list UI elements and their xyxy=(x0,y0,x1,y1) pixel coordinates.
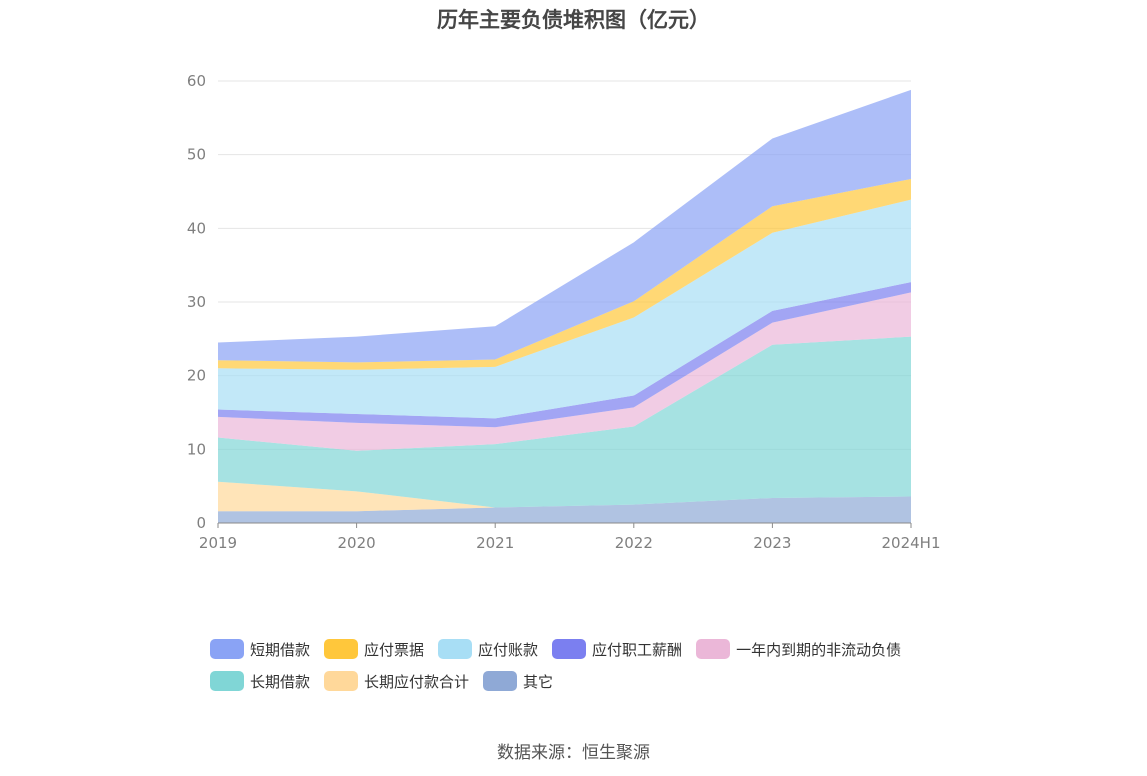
area-series-7 xyxy=(218,89,911,363)
x-tick-label: 2021 xyxy=(476,534,514,552)
legend-item[interactable]: 短期借款 xyxy=(210,638,310,660)
source-note: 数据来源：恒生聚源 xyxy=(497,743,650,763)
y-tick-label: 10 xyxy=(187,440,206,458)
legend-swatch xyxy=(324,671,359,691)
chart-title: 历年主要负债堆积图（亿元） xyxy=(437,8,710,32)
legend-item[interactable]: 应付账款 xyxy=(438,638,538,660)
area-series-group xyxy=(218,89,911,523)
y-tick-label: 30 xyxy=(187,293,206,311)
area-series-2 xyxy=(218,336,911,508)
stacked-area-chart: 0 10 20 30 40 50 60 2019 2020 2021 2022 2023 2024H1 xyxy=(187,72,941,552)
legend-swatch xyxy=(210,639,244,659)
legend-label: 长期应付款合计 xyxy=(364,672,470,691)
legend-item[interactable]: 长期借款 xyxy=(210,670,310,692)
legend-item[interactable]: 长期应付款合计 xyxy=(324,670,469,692)
legend-label: 一年内到期的非流动负债 xyxy=(736,640,902,659)
legend-swatch xyxy=(696,639,731,659)
legend-swatch xyxy=(552,639,587,659)
legend-item[interactable]: 一年内到期的非流动负债 xyxy=(696,638,901,660)
legend-label: 长期借款 xyxy=(250,672,311,691)
x-tick-label: 2024H1 xyxy=(882,534,941,552)
area-series-1 xyxy=(218,481,911,512)
legend-item[interactable]: 其它 xyxy=(483,670,553,692)
x-tick-label: 2022 xyxy=(615,534,653,552)
legend-label: 应付票据 xyxy=(364,640,425,659)
legend-label: 其它 xyxy=(523,672,554,691)
legend-item[interactable]: 应付票据 xyxy=(324,638,424,660)
legend-label: 应付账款 xyxy=(478,640,539,659)
area-series-4 xyxy=(218,282,911,428)
legend-label: 短期借款 xyxy=(250,640,311,659)
area-series-3 xyxy=(218,292,911,451)
x-tick-label: 2023 xyxy=(753,534,791,552)
legend-item[interactable]: 应付职工薪酬 xyxy=(552,638,682,660)
y-tick-label: 20 xyxy=(187,367,206,385)
x-tick-label: 2020 xyxy=(338,534,376,552)
legend-swatch xyxy=(210,671,244,691)
legend: 短期借款 应付票据 应付账款 应付职工薪酬 一年内到期的非流动负债长期借款 长期应付款合计… xyxy=(210,638,970,692)
x-tick-label: 2019 xyxy=(199,534,237,552)
area-series-6 xyxy=(218,178,911,370)
legend-label: 应付职工薪酬 xyxy=(592,640,683,659)
y-tick-label: 40 xyxy=(187,219,206,237)
area-series-5 xyxy=(218,199,911,419)
y-tick-label: 60 xyxy=(187,72,206,90)
y-tick-label: 0 xyxy=(196,514,206,532)
area-series-0 xyxy=(218,496,911,523)
axes: 0 10 20 30 40 50 60 2019 2020 2021 2022 2023 2024H1 xyxy=(187,72,941,552)
legend-swatch xyxy=(483,671,518,691)
legend-swatch xyxy=(438,639,473,659)
legend-swatch xyxy=(324,639,359,659)
y-tick-label: 50 xyxy=(187,146,206,164)
